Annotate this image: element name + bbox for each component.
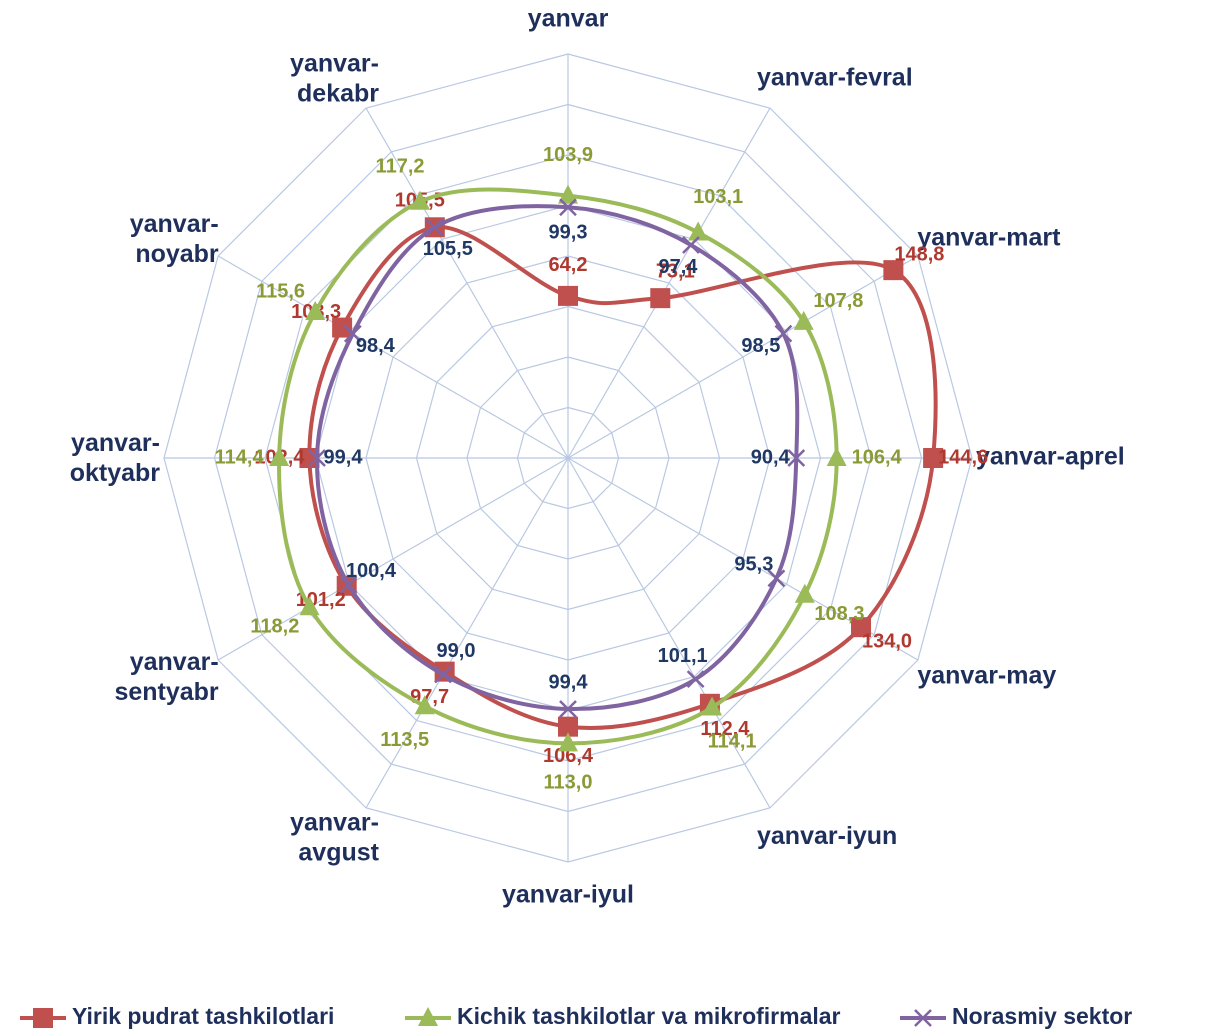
category-label-line: yanvar- — [130, 210, 219, 238]
value-label: 112,4 — [700, 718, 750, 740]
data-point — [702, 696, 723, 716]
value-label: 103,1 — [693, 186, 743, 208]
value-label: 106,4 — [852, 446, 903, 468]
data-point — [339, 575, 358, 594]
legend-label: Yirik pudrat tashkilotlari — [72, 1003, 334, 1029]
data-point — [558, 732, 578, 752]
data-point — [558, 716, 578, 737]
spoke — [567, 255, 919, 459]
category-label-line: yanvar- — [71, 429, 160, 457]
data-point — [559, 198, 577, 217]
category-label: yanvar-oktyabr — [70, 429, 161, 487]
value-label: 107,8 — [813, 290, 863, 312]
value-label: 73,1 — [656, 260, 695, 282]
legend-label: Norasmiy sektor — [952, 1003, 1132, 1029]
data-point — [787, 449, 806, 467]
category-label-line: noyabr — [135, 240, 219, 268]
value-label: 97,4 — [658, 256, 698, 278]
data-point — [774, 324, 793, 343]
value-label: 99,4 — [549, 671, 589, 693]
value-label: 98,5 — [741, 335, 780, 357]
data-point — [414, 695, 435, 715]
data-point — [425, 218, 444, 237]
value-label: 101,1 — [658, 645, 708, 667]
value-label: 115,6 — [256, 280, 305, 302]
data-point — [558, 184, 578, 204]
category-label: yanvar-mart — [917, 224, 1061, 252]
category-label: yanvar-may — [917, 662, 1056, 690]
category-label-line: yanvar- — [290, 808, 379, 836]
legend-marker — [418, 1007, 438, 1026]
category-label: yanvar-sentyabr — [114, 648, 218, 706]
category-label-line: sentyabr — [114, 678, 218, 706]
value-label: 117,2 — [376, 155, 425, 177]
data-point — [299, 448, 320, 468]
data-point — [923, 448, 944, 468]
category-label: yanvar-noyabr — [130, 210, 219, 268]
data-point — [883, 260, 904, 281]
value-label: 90,4 — [751, 446, 791, 468]
value-label: 99,0 — [437, 640, 476, 662]
value-label: 108,3 — [814, 603, 864, 625]
spoke — [365, 457, 569, 809]
value-label: 113,5 — [380, 729, 429, 751]
data-point — [826, 447, 847, 466]
category-label: yanvar-avgust — [290, 808, 380, 866]
data-point — [688, 221, 709, 241]
value-label: 106,4 — [543, 745, 594, 767]
value-label: 99,4 — [324, 446, 364, 468]
data-point — [559, 700, 577, 718]
value-label: 114,1 — [708, 730, 757, 752]
data-point — [308, 449, 326, 467]
spoke — [567, 107, 771, 459]
legend-marker — [914, 1009, 932, 1027]
category-label-line: oktyabr — [70, 459, 161, 487]
legend-marker — [33, 1008, 53, 1028]
data-point — [793, 310, 814, 330]
data-point — [299, 596, 320, 616]
data-point — [434, 665, 452, 684]
value-label: 148,8 — [894, 243, 944, 265]
data-point — [332, 317, 353, 338]
spoke — [217, 457, 569, 661]
data-point — [650, 288, 671, 309]
data-point — [410, 190, 431, 210]
data-point — [343, 324, 362, 343]
category-label: yanvar-iyul — [502, 881, 634, 909]
data-point — [269, 447, 290, 466]
category-label: yanvar-iyun — [757, 822, 897, 850]
value-label: 103,9 — [543, 144, 593, 166]
data-point — [851, 617, 872, 638]
category-label: yanvar — [528, 5, 609, 33]
spoke — [365, 107, 569, 459]
category-label: yanvar-aprel — [976, 443, 1125, 471]
data-point — [682, 236, 700, 254]
category-label-line: yanvar- — [130, 648, 219, 676]
value-label: 95,3 — [734, 554, 773, 576]
category-label-line: yanvar- — [290, 49, 379, 77]
value-label: 64,2 — [549, 254, 588, 276]
legend-label: Kichik tashkilotlar va mikrofirmalar — [457, 1003, 841, 1029]
data-point — [767, 569, 786, 588]
data-point — [686, 670, 705, 688]
value-label: 134,0 — [862, 630, 912, 652]
value-label: 98,4 — [356, 335, 396, 357]
value-label: 118,2 — [250, 616, 299, 638]
spoke — [217, 255, 569, 459]
category-label-line: dekabr — [297, 79, 379, 107]
category-label: yanvar-dekabr — [290, 49, 379, 107]
data-point — [305, 301, 326, 321]
value-label: 100,4 — [346, 560, 397, 582]
value-label: 114,4 — [215, 446, 265, 468]
value-label: 99,3 — [549, 222, 588, 244]
category-label-line: avgust — [298, 838, 379, 866]
data-point — [558, 285, 578, 306]
category-label: yanvar-fevral — [757, 63, 913, 91]
value-label: 144,6 — [938, 446, 988, 468]
spoke — [567, 457, 771, 809]
data-point — [794, 583, 815, 603]
value-label: 105,5 — [423, 238, 473, 260]
value-label: 113,0 — [544, 772, 593, 794]
